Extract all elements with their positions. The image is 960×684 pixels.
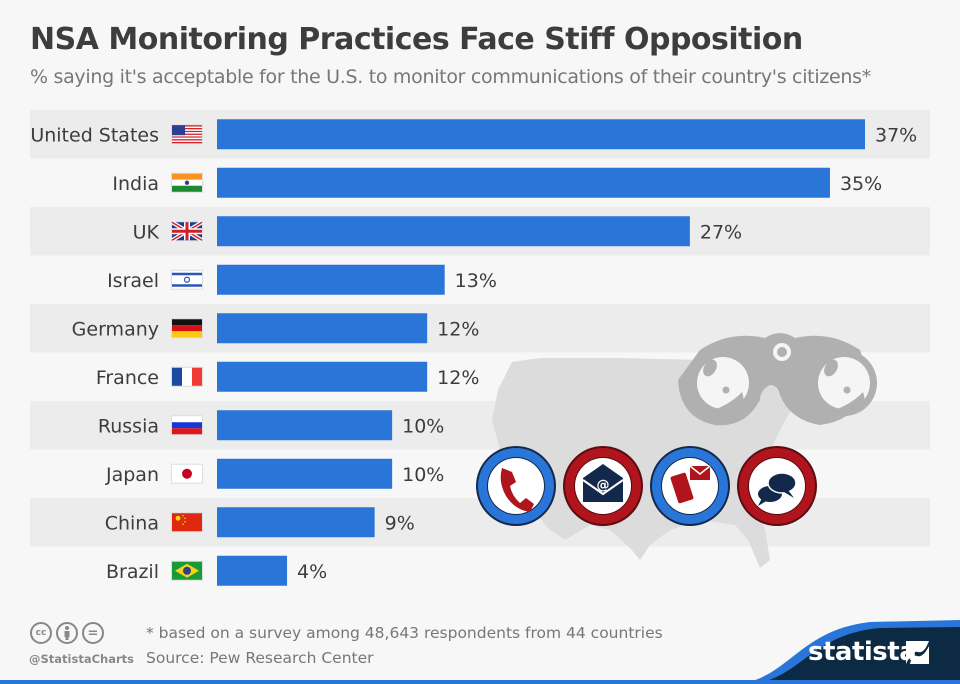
value-label: 35%	[840, 173, 882, 195]
email-icon: @	[563, 446, 643, 526]
value-label: 12%	[437, 318, 479, 340]
value-label: 10%	[402, 415, 444, 437]
bar-brazil[interactable]	[217, 555, 288, 586]
india-flag-icon	[171, 172, 203, 193]
license-icons: cc =	[30, 622, 104, 644]
category-label: Japan	[105, 464, 159, 486]
value-label: 37%	[875, 124, 917, 146]
category-label: France	[96, 367, 159, 389]
value-label: 12%	[437, 367, 479, 389]
category-label: Brazil	[106, 561, 159, 583]
phone-icon	[476, 446, 556, 526]
chart-title: NSA Monitoring Practices Face Stiff Oppo…	[30, 22, 803, 57]
by-attribution-icon	[56, 622, 78, 644]
bar-france[interactable]	[217, 361, 428, 392]
germany-flag-icon	[171, 318, 203, 339]
category-label: India	[112, 173, 159, 195]
no-derivatives-icon: =	[82, 622, 104, 644]
bar-chart: @ United States 37% India 35% UK 27% Israel 13%…	[30, 110, 930, 586]
value-label: 27%	[700, 221, 742, 243]
bar-japan[interactable]	[217, 458, 393, 489]
statista-handle[interactable]: @StatistaCharts	[29, 652, 134, 666]
category-label: Israel	[107, 270, 159, 292]
binoculars-icon	[678, 333, 877, 426]
category-label: UK	[133, 221, 160, 243]
bar-india[interactable]	[217, 167, 830, 198]
chart-subtitle: % saying it's acceptable for the U.S. to…	[30, 66, 871, 88]
value-label: 9%	[385, 512, 415, 534]
statista-logo-icon	[906, 641, 929, 664]
value-label: 4%	[297, 561, 327, 583]
category-label: Germany	[72, 318, 159, 340]
russia-flag-icon	[171, 415, 203, 436]
france-flag-icon	[171, 366, 203, 387]
value-label: 13%	[455, 270, 497, 292]
bar-china[interactable]	[217, 507, 375, 538]
category-label: United States	[30, 124, 159, 146]
category-label: Russia	[98, 415, 159, 437]
israel-flag-icon	[171, 269, 203, 290]
value-label: 10%	[402, 464, 444, 486]
uk-flag-icon	[170, 220, 204, 242]
china-flag-icon	[171, 512, 203, 533]
bar-germany[interactable]	[217, 313, 428, 344]
bar-israel[interactable]	[217, 264, 445, 295]
statista-logo[interactable]: statista	[808, 637, 917, 667]
bar-united-states[interactable]	[217, 119, 865, 150]
cc-icon: cc	[30, 622, 52, 644]
footnote: * based on a survey among 48,643 respond…	[146, 624, 663, 642]
bar-uk[interactable]	[217, 216, 690, 247]
svg-text:@: @	[597, 478, 610, 493]
source-note: Source: Pew Research Center	[146, 649, 374, 667]
chat-bubbles-icon	[737, 446, 817, 526]
category-label: China	[105, 512, 159, 534]
bar-russia[interactable]	[217, 410, 393, 441]
japan-flag-icon	[171, 463, 203, 484]
us-flag-icon	[171, 124, 203, 145]
mobile-message-icon	[650, 446, 730, 526]
brazil-flag-icon	[171, 560, 203, 581]
